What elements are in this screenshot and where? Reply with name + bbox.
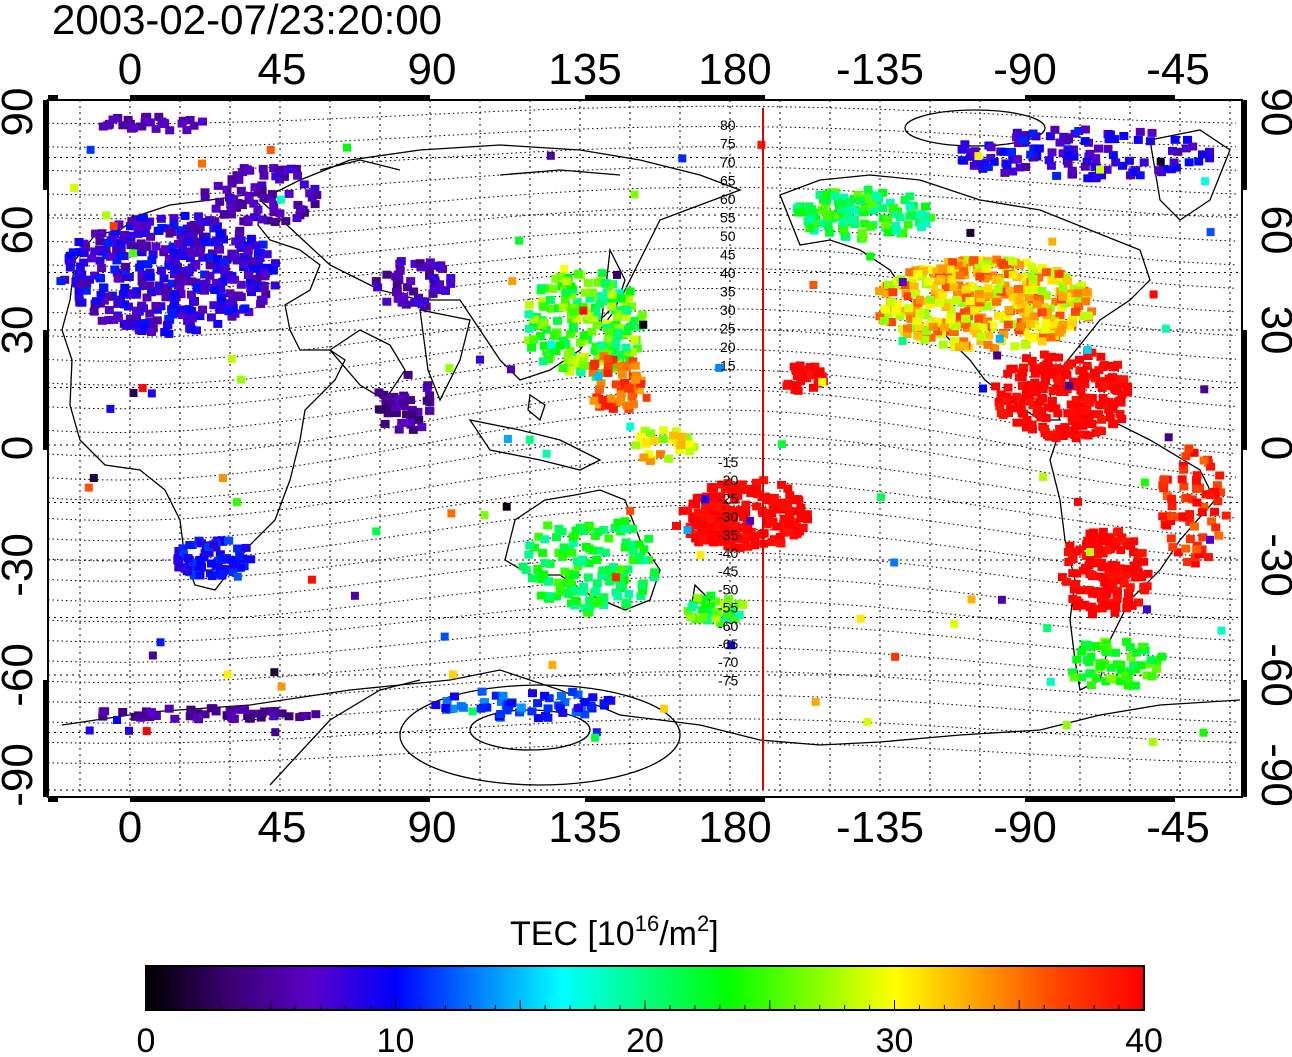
latitude-tick-label: 90 (0, 88, 42, 137)
longitude-tick-label: -135 (836, 45, 924, 94)
latitude-tick-label: 0 (0, 436, 42, 460)
latitude-tick-label: -90 (0, 743, 42, 807)
tec-data-pixels (56, 112, 1231, 746)
colorbar: TEC [1016/m2] 0 10 20 30 40 (137, 911, 1163, 1057)
map-title: 2003-02-07/23:20:00 (52, 0, 442, 43)
contour-label: -75 (718, 672, 738, 688)
left-latitude-ticks: 90 60 30 0 -30 -60 -90 (0, 88, 42, 807)
contour-label: -40 (718, 545, 738, 561)
longitude-tick-label: 90 (408, 45, 457, 94)
top-longitude-ticks: 0 45 90 135 180 -135 -90 -45 (118, 45, 1210, 94)
axis-bars (43, 95, 1247, 802)
contour-label: -65 (718, 636, 738, 652)
contour-label: -30 (718, 509, 738, 525)
latitude-tick-label: 60 (0, 206, 42, 255)
latitude-tick-label: -60 (1252, 643, 1292, 707)
longitude-tick-label: -45 (1146, 803, 1210, 852)
right-latitude-ticks: 90 60 30 0 -30 -60 -90 (1252, 88, 1292, 807)
contour-label: 15 (720, 358, 736, 374)
colorbar-tick-label: 0 (137, 1022, 156, 1057)
contour-label: -35 (718, 527, 738, 543)
colorbar-tick-label: 20 (626, 1022, 664, 1057)
contour-label: -15 (718, 454, 738, 470)
contour-label: 60 (720, 191, 736, 207)
bottom-longitude-ticks: 0 45 90 135 180 -135 -90 -45 (118, 803, 1210, 852)
latitude-tick-label: -30 (1252, 533, 1292, 597)
latitude-tick-label: -60 (0, 643, 42, 707)
contour-label: 70 (720, 154, 736, 170)
contour-label: 40 (720, 265, 736, 281)
longitude-tick-label: 0 (118, 45, 142, 94)
longitude-tick-label: 180 (698, 45, 771, 94)
contour-label: -70 (718, 654, 738, 670)
longitude-tick-label: 135 (548, 45, 621, 94)
longitude-tick-label: -90 (993, 803, 1057, 852)
contour-label: 25 (720, 321, 736, 337)
contour-label: -20 (718, 472, 738, 488)
latitude-tick-label: 30 (0, 306, 42, 355)
contour-label: 50 (720, 228, 736, 244)
contour-label: 30 (720, 302, 736, 318)
map-plot-area: 80 75 70 65 60 55 50 45 40 35 30 25 20 15 -15 -20 -25 -30… (47, 99, 1243, 798)
longitude-tick-label: 0 (118, 803, 142, 852)
longitude-tick-label: 135 (548, 803, 621, 852)
colorbar-tick-labels: 0 10 20 30 40 (137, 1022, 1163, 1057)
contour-label: 55 (720, 210, 736, 226)
contour-label: -25 (718, 490, 738, 506)
longitude-tick-label: 90 (408, 803, 457, 852)
longitude-tick-label: 45 (258, 45, 307, 94)
longitude-tick-label: 180 (698, 803, 771, 852)
colorbar-tick-label: 30 (876, 1022, 914, 1057)
latitude-tick-label: 30 (1252, 306, 1292, 355)
latitude-tick-label: 0 (1252, 436, 1292, 460)
latitude-tick-label: -30 (0, 533, 42, 597)
contour-label: 20 (720, 339, 736, 355)
colorbar-minor-ticks (170, 1000, 1120, 1010)
contour-label: -45 (718, 563, 738, 579)
contour-label: -50 (718, 581, 738, 597)
colorbar-tick-label: 10 (377, 1022, 415, 1057)
contour-label: 35 (720, 284, 736, 300)
contour-label: -55 (718, 600, 738, 616)
colorbar-tick-label: 40 (1125, 1022, 1163, 1057)
latitude-tick-label: -90 (1252, 743, 1292, 807)
contour-labels: 80 75 70 65 60 55 50 45 40 35 30 25 20 15 -15 -20 -25 -30… (718, 117, 738, 688)
longitude-tick-label: -90 (993, 45, 1057, 94)
colorbar-title: TEC [1016/m2] (510, 911, 719, 953)
contour-label: 75 (720, 136, 736, 152)
longitude-tick-label: -45 (1146, 45, 1210, 94)
longitude-tick-label: 45 (258, 803, 307, 852)
contour-label: 65 (720, 173, 736, 189)
contour-label: 45 (720, 247, 736, 263)
contour-label: 80 (720, 117, 736, 133)
contour-label: -60 (718, 618, 738, 634)
longitude-tick-label: -135 (836, 803, 924, 852)
latitude-tick-label: 90 (1252, 88, 1292, 137)
latitude-tick-label: 60 (1252, 206, 1292, 255)
